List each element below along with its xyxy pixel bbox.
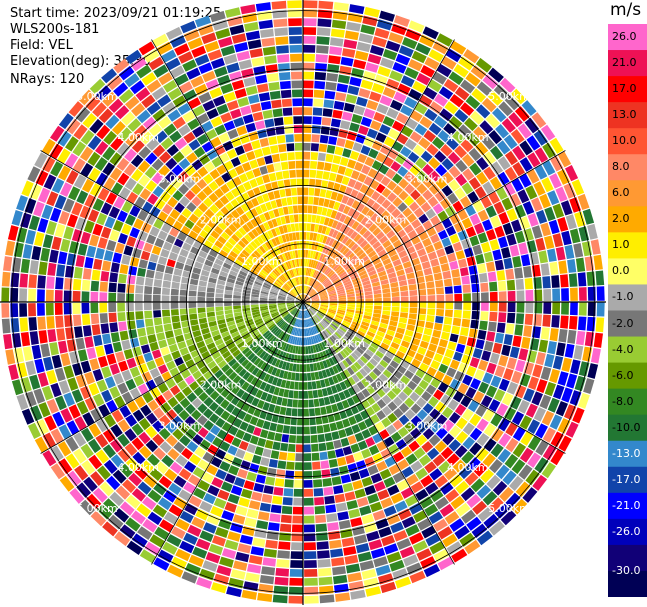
colorbar-swatch [608, 24, 647, 51]
ring-label: 3.00km [406, 172, 448, 185]
colorbar-tick-label: 0.0 [612, 264, 630, 278]
colorbar-tick-label: -6.0 [612, 368, 634, 382]
instrument-label: WLS200s-181 [10, 22, 100, 37]
colorbar-tick-label: -26.0 [612, 524, 641, 538]
colorbar-tick-label: 21.0 [612, 56, 637, 70]
radial-line [302, 39, 455, 303]
ring-label: 2.00km [365, 214, 407, 227]
ring-label: 4.00km [447, 461, 489, 474]
colorbar-swatch [608, 492, 647, 520]
colorbar-tick-label: -17.0 [612, 472, 641, 486]
colorbar-tick-label: 1.0 [612, 238, 630, 252]
colorbar-tick-label: -2.0 [612, 316, 634, 330]
colorbar-tick-label: -4.0 [612, 342, 634, 356]
ring-label: 2.00km [200, 214, 242, 227]
radial-line [302, 150, 566, 303]
colorbar-tick-label: -21.0 [612, 498, 641, 512]
radial-line [302, 301, 455, 565]
colorbar-swatch [608, 310, 647, 338]
colorbar-swatch [608, 76, 647, 103]
colorbar-swatch [608, 102, 647, 129]
colorbar-swatch [608, 154, 647, 181]
colorbar-swatch [608, 570, 647, 597]
radial-line [40, 301, 304, 454]
ring-label: 4.00km [117, 131, 159, 144]
colorbar-tick-label: 2.0 [612, 212, 630, 226]
colorbar-tick-label: 8.0 [612, 160, 630, 174]
colorbar-swatch [608, 388, 647, 416]
radial-line [40, 150, 304, 303]
colorbar-swatch [608, 440, 647, 468]
colorbar-swatch [608, 232, 647, 259]
colorbar-swatch [608, 128, 647, 155]
colorbar-tick-label: -8.0 [612, 394, 634, 408]
ring-label: 3.00km [159, 420, 201, 433]
ring-label: 1.00km [241, 337, 283, 350]
ring-label: 5.00km [488, 90, 530, 103]
colorbar-tick-label: 17.0 [612, 82, 637, 96]
velocity-gates [1, 0, 605, 604]
ring-label: 1.00km [241, 255, 283, 268]
colorbar-tick-label: -30.0 [612, 563, 641, 577]
colorbar-swatch [608, 206, 647, 233]
ring-label: 2.00km [200, 378, 242, 391]
colorbar-tick-label: -10.0 [612, 420, 641, 434]
radial-line [151, 39, 304, 303]
colorbar-swatch [608, 414, 647, 442]
colorbar-swatch [608, 180, 647, 207]
nrays-label: NRays: 120 [10, 72, 85, 87]
radial-line [302, 301, 566, 454]
ring-label: 5.00km [488, 502, 530, 515]
ppi-plot: 1.00km 2.00km 3.00km 4.00km 5.00km 1.00km 2.00… [0, 0, 606, 605]
ring-label: 2.00km [365, 378, 407, 391]
colorbar-swatch [608, 518, 647, 546]
colorbar-tick-label: 6.0 [612, 186, 630, 200]
colorbar-title: m/s [610, 0, 642, 20]
radial-line [151, 301, 304, 565]
colorbar-swatch [608, 362, 647, 390]
colorbar-swatch [608, 50, 647, 77]
ring-label: 5.00km [76, 90, 118, 103]
ring-label: 4.00km [117, 461, 159, 474]
colorbar-tick-label: 10.0 [612, 134, 637, 148]
elevation-label: Elevation(deg): 35.30 [10, 54, 151, 69]
field-label: Field: VEL [10, 38, 73, 53]
colorbar [608, 24, 647, 597]
colorbar-tick-label: -1.0 [612, 290, 634, 304]
colorbar-swatch [608, 544, 647, 572]
colorbar-swatch [608, 336, 647, 364]
ring-label: 1.00km [323, 255, 365, 268]
colorbar-tick-label: 26.0 [612, 30, 637, 44]
ring-label: 3.00km [406, 420, 448, 433]
ring-label: 5.00km [76, 502, 118, 515]
colorbar-swatch [608, 258, 647, 285]
colorbar-swatch [608, 284, 647, 311]
colorbar-tick-label: -13.0 [612, 446, 641, 460]
ring-label: 1.00km [323, 337, 365, 350]
start-time-label: Start time: 2023/09/21 01:19:25 [10, 6, 222, 21]
colorbar-swatch [608, 466, 647, 494]
ring-label: 4.00km [447, 131, 489, 144]
colorbar-tick-label: 13.0 [612, 108, 637, 122]
ring-label: 3.00km [159, 172, 201, 185]
